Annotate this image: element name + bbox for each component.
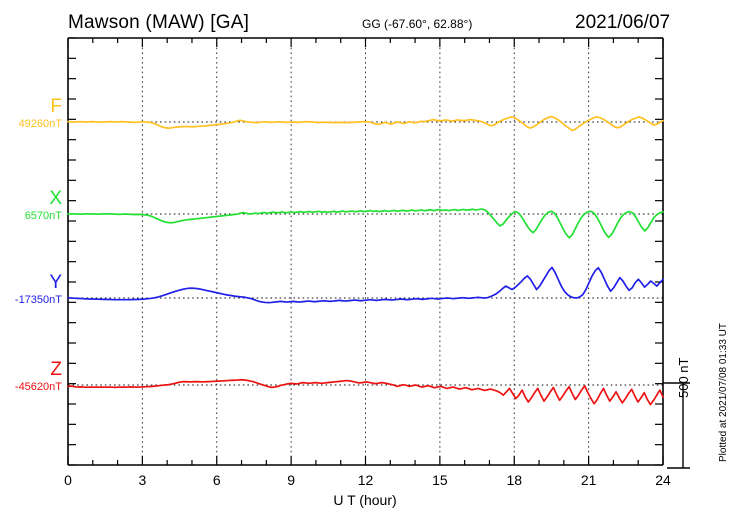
x-tick-label-15: 15 <box>432 472 448 488</box>
component-label-Z: Z -45620nT <box>0 359 62 393</box>
coordinate-values: (-67.60°, 62.88°) <box>384 17 473 31</box>
component-label-X: X 6570nT <box>0 188 62 222</box>
component-name-Y: Y <box>49 272 62 293</box>
coordinate-system-label: GG <box>362 17 381 31</box>
axis-ticks <box>67 37 664 466</box>
component-name-X: X <box>49 188 62 209</box>
component-label-Y: Y -17350nT <box>0 272 62 306</box>
component-name-F: F <box>50 96 62 117</box>
trace-X <box>67 208 664 239</box>
x-tick-label-24: 24 <box>655 472 671 488</box>
x-tick-label-12: 12 <box>357 472 374 488</box>
trace-F <box>67 115 664 132</box>
component-baseline-Z: -45620nT <box>14 381 62 393</box>
x-tick-label-3: 3 <box>138 472 147 488</box>
component-baseline-F: 49260nT <box>18 118 62 130</box>
component-baseline-X: 6570nT <box>24 210 62 222</box>
geographic-coordinates: GG (-67.60°, 62.88°) <box>362 17 472 31</box>
plotted-at-timestamp: Plotted at 2021/07/08 01:33 UT <box>718 323 729 462</box>
x-tick-label-21: 21 <box>580 472 597 488</box>
scale-bar-label: 500 nT <box>676 357 691 398</box>
plot-frame <box>67 37 664 466</box>
grid-lines <box>141 38 590 465</box>
x-tick-label-18: 18 <box>506 472 523 488</box>
x-tick-label-6: 6 <box>212 472 221 488</box>
trace-Z <box>67 379 664 406</box>
component-name-Z: Z <box>50 359 62 380</box>
x-tick-label-0: 0 <box>64 472 72 488</box>
component-baseline-Y: -17350nT <box>14 294 62 306</box>
data-traces <box>67 115 664 406</box>
observation-date: 2021/06/07 <box>575 12 671 33</box>
component-label-F: F 49260nT <box>0 96 62 130</box>
page-title: Mawson (MAW) [GA] <box>68 12 250 33</box>
trace-Y <box>67 266 664 304</box>
x-tick-label-9: 9 <box>287 472 296 488</box>
x-axis-title: U T (hour) <box>333 492 397 508</box>
scale-bar <box>663 382 690 469</box>
